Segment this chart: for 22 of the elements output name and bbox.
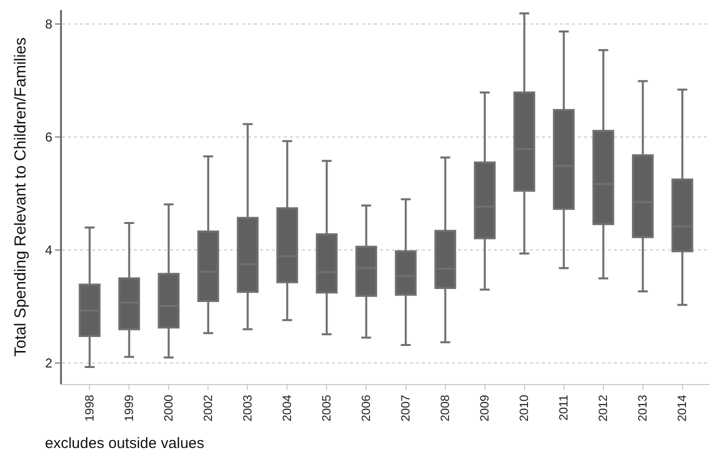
x-tick-label: 2009 [478,394,492,422]
x-tick-label: 2012 [596,394,610,422]
y-axis-title: Total Spending Relevant to Children/Families [12,37,30,357]
x-tick-label: 2002 [201,394,216,422]
x-tick-label: 2008 [438,394,452,422]
x-tick-label: 2007 [398,394,413,422]
x-tick-label: 2000 [162,394,176,422]
x-tick-label: 1998 [82,394,97,422]
x-tick-label: 2006 [359,394,374,422]
text: excludes outside values [45,435,204,452]
y-tick-label: 4 [45,242,52,258]
x-tick-label: 2005 [320,394,334,422]
x-tick-label: 2004 [280,394,294,422]
x-tick-label: 1999 [122,394,136,422]
y-tick-label: 6 [45,130,52,145]
x-tick-label: 2011 [556,394,571,421]
y-tick-label: 2 [45,356,52,371]
x-tick-label: 2003 [240,394,255,422]
x-tick-label: 2010 [517,394,532,422]
x-tick-label: 2013 [636,394,650,422]
x-tick-label: 2014 [675,394,690,422]
y-tick-label: 8 [45,16,52,32]
